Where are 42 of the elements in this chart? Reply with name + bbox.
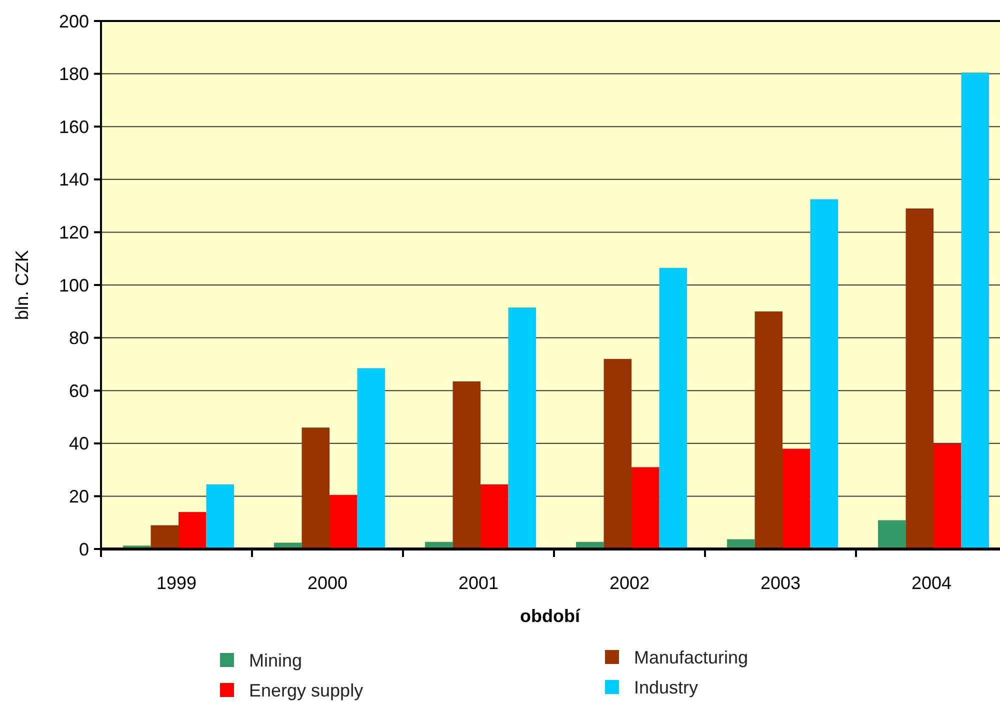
bar [659,268,687,549]
bar [480,484,508,549]
bar [810,199,838,549]
y-tick-label: 160 [58,116,89,137]
y-axis-title: bln. CZK [12,250,32,320]
legend-label: Manufacturing [634,647,748,668]
x-tick-label: 2002 [609,573,650,593]
bar [934,443,962,549]
y-tick-label: 100 [58,275,89,296]
y-tick-label: 40 [68,434,89,454]
bar [604,358,632,549]
bar [452,381,480,549]
y-tick-label: 60 [68,380,89,401]
x-tick-label: 1999 [156,573,197,593]
bar [906,208,934,549]
y-tick-label: 0 [78,539,89,560]
legend-label: Energy supply [249,680,364,700]
bar [302,428,330,549]
y-tick-label: 80 [68,328,89,348]
y-tick-label: 120 [58,222,89,242]
x-tick-label: 2000 [307,573,348,593]
x-axis-title: období [520,606,581,626]
bar [206,484,234,549]
x-tick-label: 2001 [458,573,499,593]
legend-label: Mining [249,650,302,670]
bar [178,512,206,549]
bar [782,448,810,549]
bar [961,72,989,549]
y-tick-label: 180 [58,64,89,84]
bar [357,368,385,549]
bar [150,525,178,549]
y-tick-label: 200 [58,11,89,32]
y-tick-label: 140 [58,170,89,190]
x-tick-label: 2004 [911,573,952,593]
legend-label: Industry [634,677,698,698]
bar [330,494,358,549]
x-tick-label: 2003 [760,573,801,593]
bar [632,467,660,549]
y-tick-label: 20 [68,486,89,506]
bar [508,307,536,549]
bar [878,520,906,549]
bar [754,311,782,549]
